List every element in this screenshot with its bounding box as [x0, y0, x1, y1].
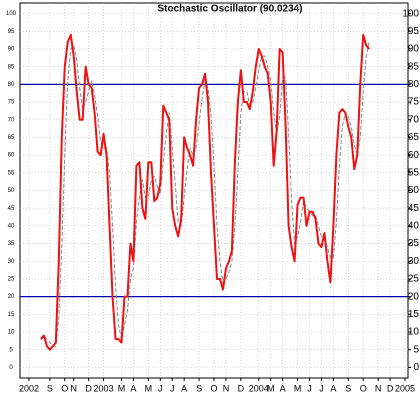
y-tick-label: 85 [8, 64, 15, 70]
y-tick-label: 40 [408, 221, 420, 232]
x-tick-label: 2005 [395, 383, 415, 393]
x-tick-label: 2003 [94, 383, 114, 393]
y-tick-label: 20 [408, 291, 420, 302]
x-tick-label: M [294, 383, 302, 393]
y-tick-label: 65 [408, 132, 420, 143]
x-tick-label: O [210, 383, 217, 393]
x-tick-label: O [360, 383, 367, 393]
y-tick-label: 75 [408, 97, 420, 108]
x-tick-label: A [130, 383, 136, 393]
y-tick-label: 95 [408, 26, 420, 37]
x-tick-label: M [118, 383, 126, 393]
y-tick-label: 0 [9, 365, 13, 371]
y-tick-label: 50 [408, 185, 420, 196]
x-tick-label: J [170, 383, 175, 393]
y-tick-label: 60 [408, 150, 420, 161]
y-tick-label: 5 [9, 347, 13, 353]
y-tick-label: 15 [408, 309, 420, 320]
y-tick-label: 60 [8, 153, 15, 159]
x-tick-label: N [375, 383, 382, 393]
y-tick-label: 55 [8, 170, 15, 176]
y-tick-label: 80 [408, 79, 420, 90]
x-tick-label: D [238, 383, 245, 393]
y-tick-label: 10 [408, 327, 420, 338]
y-tick-label: 45 [8, 206, 15, 212]
y-tick-label: 95 [8, 29, 15, 35]
y-tick-label: 25 [408, 274, 420, 285]
x-tick-label: N [70, 383, 77, 393]
x-tick-label: M [145, 383, 153, 393]
x-tick-label: S [47, 383, 53, 393]
x-tick-label: 2002 [19, 383, 39, 393]
y-tick-label: 35 [8, 241, 15, 247]
series-line [40, 33, 370, 351]
y-tick-label: 90 [408, 44, 420, 55]
y-tick-label: 85 [408, 61, 420, 72]
y-tick-label: 30 [408, 256, 420, 267]
x-tick-label: D [387, 383, 394, 393]
y-tick-label: 30 [8, 259, 15, 265]
y-tick-label: 40 [8, 223, 15, 229]
y-tick-label: 5 [413, 344, 419, 355]
y-tick-label: 15 [8, 312, 15, 318]
y-tick-label: 90 [8, 47, 15, 53]
y-tick-label: 25 [8, 277, 15, 283]
x-tick-label: A [280, 383, 286, 393]
y-tick-label: 75 [8, 100, 15, 106]
x-tick-label: N [223, 383, 230, 393]
y-tick-label: 80 [8, 82, 15, 88]
chart-title: Stochastic Oscillator (90.0234) [157, 4, 302, 15]
y-tick-label: 100 [402, 8, 419, 19]
y-tick-label: 70 [8, 117, 15, 123]
y-tick-label: 100 [6, 11, 17, 17]
x-tick-label: D [85, 383, 92, 393]
y-tick-label: 0 [413, 362, 419, 373]
x-tick-label: M [267, 383, 275, 393]
x-tick-label: 2004 [249, 383, 269, 393]
x-tick-label: J [158, 383, 163, 393]
x-tick-label: J [319, 383, 324, 393]
y-tick-label: 35 [408, 238, 420, 249]
y-tick-label: 70 [408, 114, 420, 125]
y-tick-label: 20 [8, 294, 15, 300]
x-tick-label: O [61, 383, 68, 393]
y-tick-label: 55 [408, 167, 420, 178]
y-tick-label: 45 [408, 203, 420, 214]
x-tick-label: S [345, 383, 351, 393]
x-tick-label: A [330, 383, 336, 393]
y-tick-label: 50 [8, 188, 15, 194]
x-tick-label: S [196, 383, 202, 393]
x-tick-label: J [307, 383, 312, 393]
y-tick-label: 10 [8, 330, 15, 336]
y-tick-label: 65 [8, 135, 15, 141]
x-tick-label: A [181, 383, 187, 393]
